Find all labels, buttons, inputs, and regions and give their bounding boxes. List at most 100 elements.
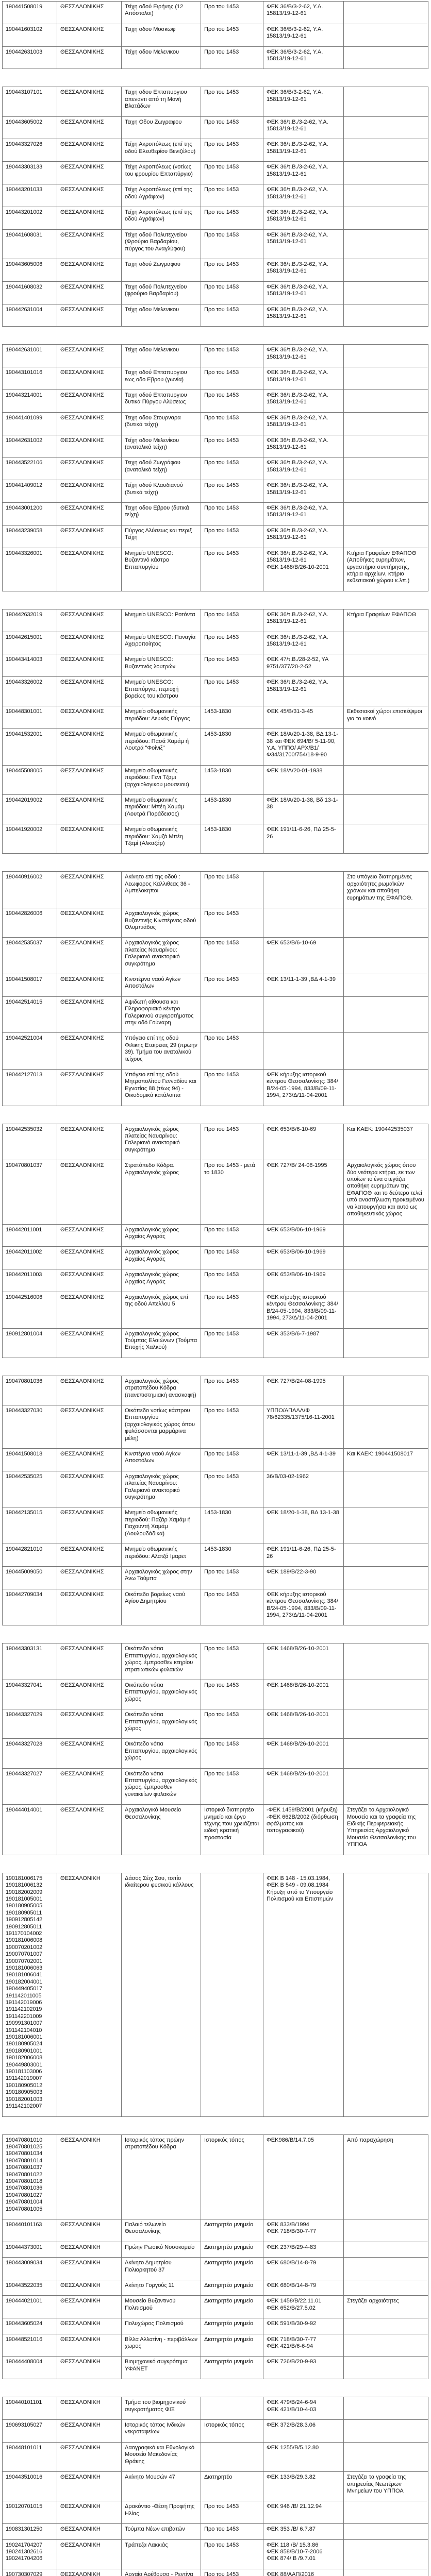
region-cell: ΘΕΣΣΑΛΟΝΙΚΗΣ bbox=[57, 389, 122, 413]
dating-cell: 1453-1830 bbox=[201, 765, 263, 795]
name-cell: Ακίνητο Δημητρίου Πολιορκητού 37 bbox=[121, 2257, 201, 2280]
region-cell: ΘΕΣΣΑΛΟΝΙΚΗΣ bbox=[57, 871, 122, 909]
dating-cell: Προ του 1453 bbox=[201, 524, 263, 548]
fek-cell: ΦΕΚ 36/τ.Β./3-2-62, Υ.Α. 15813/19-12-61 bbox=[263, 608, 344, 632]
name-cell: Οικόπεδο νότια Επταπυργίου, αρχαιολογικό… bbox=[121, 1643, 201, 1680]
id-cell: 190442826006 bbox=[2, 908, 57, 938]
dating-cell: Προ του 1453 bbox=[201, 1643, 263, 1680]
notes-cell: Και ΚΑΕΚ: 190442535037 bbox=[343, 1123, 428, 1161]
name-cell: Τείχη οδού Κλαυδιανού (δυτικά τείχη) bbox=[121, 480, 201, 503]
dating-cell bbox=[201, 2397, 263, 2420]
id-cell: 190441409012 bbox=[2, 480, 57, 503]
dating-cell: Προ του 1453 bbox=[201, 434, 263, 458]
region-cell: ΘΕΣΣΑΛΟΝΙΚΗΣ bbox=[57, 996, 122, 1033]
dating-cell: Διατηρητέο μνημείο bbox=[201, 2241, 263, 2258]
dating-cell: Διατηρητέο μνημείο bbox=[201, 2295, 263, 2319]
notes-cell: Από παραχώρηση bbox=[343, 2134, 428, 2219]
id-cell: 190444373001 bbox=[2, 2241, 57, 2258]
notes-cell bbox=[343, 480, 428, 503]
name-cell: Μνημείο UNESCO: Βυζαντινός λουτρών bbox=[121, 654, 201, 677]
dating-cell: Διατηρητέο bbox=[201, 2471, 263, 2502]
notes-cell bbox=[343, 1507, 428, 1545]
id-cell: 190444408004 bbox=[2, 2356, 57, 2380]
table-row: 190441409012 ΘΕΣΣΑΛΟΝΙΚΗΣ Τείχη οδού Κλαυδ… bbox=[2, 480, 428, 503]
name-cell: Τείχη Ακροπόλεως (νοτίως του φρουρίου Επ… bbox=[121, 161, 201, 185]
id-cell: 190443201002 bbox=[2, 206, 57, 230]
table-row: 190442011001 ΘΕΣΣΑΛΟΝΙΚΗΣ Αρχαιολογικός χώ… bbox=[2, 1224, 428, 1247]
name-cell: Τείχη οδού Ειρήνης (12 Απόστολοι) bbox=[121, 1, 201, 24]
dating-cell: Προ του 1453 bbox=[201, 908, 263, 938]
notes-cell bbox=[343, 1269, 428, 1292]
name-cell: Υπόγειο επί της οδού Μητροπολίτου Γενναδ… bbox=[121, 1069, 201, 1106]
name-cell: Τειχη Οδου Ζωγραφου bbox=[121, 116, 201, 140]
notes-cell bbox=[343, 937, 428, 974]
region-cell: ΘΕΣΣΑΛΟΝΙΚΗ bbox=[57, 2523, 122, 2540]
notes-cell bbox=[343, 1404, 428, 1449]
fek-cell: ΦΕΚ 353 /Β/ 6.7.87 bbox=[263, 2523, 344, 2540]
id-cell: 190443326001 bbox=[2, 547, 57, 591]
notes-cell bbox=[343, 794, 428, 825]
dating-cell: Προ του 1453 bbox=[201, 1566, 263, 1589]
region-cell: ΘΕΣΣΑΛΟΝΙΚΗΣ bbox=[57, 654, 122, 677]
id-cell: 190443327028 bbox=[2, 1738, 57, 1769]
notes-cell bbox=[343, 2419, 428, 2443]
region-cell: ΘΕΣΣΑΛΟΝΙΚΗ bbox=[57, 2501, 122, 2524]
dating-cell: Προ του 1453 bbox=[201, 1768, 263, 1805]
region-cell: ΘΕΣΣΑΛΟΝΙΚΗ bbox=[57, 2356, 122, 2380]
name-cell: Μνημείο οθωμανικής περιόδου: Αλατζά Ιμαρ… bbox=[121, 1544, 201, 1567]
notes-cell bbox=[343, 2318, 428, 2334]
name-cell: Κινστέρνα ναού Αγίων Αποστόλων bbox=[121, 1448, 201, 1471]
dating-cell: Προ του 1453 bbox=[201, 229, 263, 259]
region-cell: ΘΕΣΣΑΛΟΝΙΚΗ bbox=[57, 2295, 122, 2319]
name-cell: Αρχαιολογικός χώρος στρατοπέδου Κόδρα (π… bbox=[121, 1375, 201, 1406]
region-cell: ΘΕΣΣΑΛΟΝΙΚΗ bbox=[57, 2333, 122, 2357]
table-row: 190443303133 ΘΕΣΣΑΛΟΝΙΚΗΣ Τείχη Ακροπόλεως… bbox=[2, 161, 428, 185]
dating-cell: Προ του 1453 bbox=[201, 2568, 263, 2576]
table-row: 190443522106 ΘΕΣΣΑΛΟΝΙΚΗΣ Τειχη οδού Ζωγρά… bbox=[2, 457, 428, 481]
region-cell: ΘΕΣΣΑΛΟΝΙΚΗΣ bbox=[57, 161, 122, 185]
id-cell: 190442135015 bbox=[2, 1507, 57, 1545]
id-cell: 190443327030 bbox=[2, 1404, 57, 1449]
region-cell: ΘΕΣΣΑΛΟΝΙΚΗΣ bbox=[57, 139, 122, 162]
dating-cell: Προ του 1453 bbox=[201, 676, 263, 707]
dating-cell: Προ του 1453 bbox=[201, 480, 263, 503]
name-cell: Τείχη οδου Μελενικου bbox=[121, 46, 201, 70]
notes-cell bbox=[343, 434, 428, 458]
name-cell: Μνημείο UNESCO: Ροτόντα bbox=[121, 608, 201, 632]
fek-cell: ΦΕΚ 36/τ.Β./3-2-62, Υ.Α. 15813/19-12-61 … bbox=[263, 547, 344, 591]
table-section: 190181006175 190181006132 190182002009 1… bbox=[2, 1872, 428, 2117]
id-cell: 190443303133 bbox=[2, 161, 57, 185]
id-cell: 190442011001 bbox=[2, 1224, 57, 1247]
name-cell: Τείχη οδου Μελενικου bbox=[121, 344, 201, 368]
region-cell: ΘΕΣΣΑΛΟΝΙΚΗΣ bbox=[57, 1738, 122, 1769]
region-cell: ΘΕΣΣΑΛΟΝΙΚΗΣ bbox=[57, 46, 122, 70]
notes-cell bbox=[343, 184, 428, 207]
id-cell: 190442019002 bbox=[2, 794, 57, 825]
fek-cell: ΦΕΚ 36/τ.Β./3-2-62, Υ.Α. 15813/19-12-61 bbox=[263, 412, 344, 435]
fek-cell: ΦΕΚ 13/11-1-39 ,ΒΔ 4-1-39 bbox=[263, 1448, 344, 1471]
id-cell: 190443510016 bbox=[2, 2471, 57, 2502]
region-cell: ΘΕΣΣΑΛΟΝΙΚΗ bbox=[57, 1872, 122, 2117]
fek-cell: ΦΕΚ 189/Β/22-3-90 bbox=[263, 1566, 344, 1589]
id-cell: 190441508017 bbox=[2, 973, 57, 997]
name-cell: Τούμπα Νέων επιβατών bbox=[121, 2523, 201, 2540]
table-row: 190442615001 ΘΕΣΣΑΛΟΝΙΚΗΣ Μνημείο UNESCO: … bbox=[2, 631, 428, 655]
region-cell: ΘΕΣΣΑΛΟΝΙΚΗΣ bbox=[57, 973, 122, 997]
id-cell: 190443522106 bbox=[2, 457, 57, 481]
fek-cell: ΦΕΚ 653/Β/06-10-1969 bbox=[263, 1246, 344, 1270]
region-cell: ΘΕΣΣΑΛΟΝΙΚΗΣ bbox=[57, 728, 122, 766]
table-row: 190443107101 ΘΕΣΣΑΛΟΝΙΚΗΣ Τειχη οδου Επταπ… bbox=[2, 87, 428, 117]
table-row: 190443510016 ΘΕΣΣΑΛΟΝΙΚΗ Ακίνητο Μουσών 47… bbox=[2, 2471, 428, 2502]
fek-cell: ΦΕΚ 353/Β/6-7-1987 bbox=[263, 1328, 344, 1358]
region-cell: ΘΕΣΣΑΛΟΝΙΚΗΣ bbox=[57, 1, 122, 24]
name-cell: Μνημείο οθωμανικής περιόδου: Γενι Τζαμι … bbox=[121, 765, 201, 795]
dating-cell: 1453-1830 bbox=[201, 728, 263, 766]
table-row: 190441508018 ΘΕΣΣΑΛΟΝΙΚΗΣ Κινστέρνα ναού Α… bbox=[2, 1448, 428, 1471]
id-cell: 190442127013 bbox=[2, 1069, 57, 1106]
table-section: 190442632019 ΘΕΣΣΑΛΟΝΙΚΗΣ Μνημείο UNESCO: … bbox=[2, 608, 428, 854]
dating-cell: Προ του 1453 bbox=[201, 1224, 263, 1247]
fek-cell: ΦΕΚ 88/ΑΑΠ/2016 bbox=[263, 2568, 344, 2576]
id-cell: 190912801004 bbox=[2, 1328, 57, 1358]
fek-cell: -ΦΕΚ 1459/Β/2001 (κήρυξη) -ΦΕΚ 662Β/2002… bbox=[263, 1804, 344, 1855]
notes-cell bbox=[343, 996, 428, 1033]
